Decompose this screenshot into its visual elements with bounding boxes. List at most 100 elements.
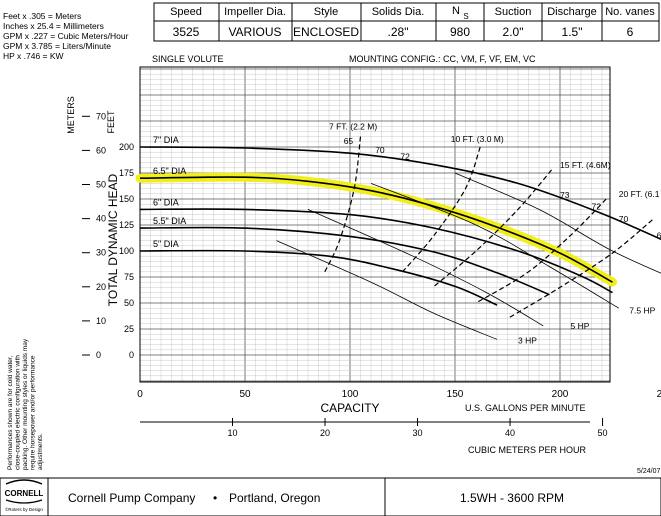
y-tick-label: 150 — [119, 194, 134, 204]
y-tick-label: 75 — [124, 272, 134, 282]
head-curve-label: 6" DIA — [153, 197, 179, 207]
logo-tagline: ©Roters by Design — [5, 506, 43, 512]
y2-tick-label: 10 — [96, 316, 106, 326]
head-curve — [139, 176, 613, 283]
x2-unit-cmh: CUBIC METERS PER HOUR — [468, 445, 587, 455]
x-tick-label: 200 — [552, 389, 569, 400]
curve-label-layer: 7" DIA 6.5" DIA 6" DIA 5.5" DIA 5" DIA 7 FT. … — [153, 121, 661, 345]
efficiency-label: 70 — [375, 145, 385, 155]
npsh-curve — [475, 198, 607, 304]
head-curve — [139, 249, 498, 306]
hp-label: 5 HP — [571, 321, 590, 331]
spec-header-style: Style — [314, 6, 338, 18]
npsh-layer — [324, 136, 653, 320]
company-location: Portland, Oregon — [229, 491, 320, 505]
y-axis-title: TOTAL DYNAMIC HEAD — [106, 173, 120, 306]
x2-tick-label: 20 — [320, 428, 330, 438]
spec-value-solids: .28" — [388, 25, 409, 39]
y-tick-label: 25 — [124, 324, 134, 334]
head-curve — [139, 208, 613, 294]
hp-label: 3 HP — [518, 336, 537, 346]
y2-tick-label: 60 — [96, 145, 106, 155]
mounting-label: MOUNTING CONFIG.: CC, VM, F, VF, EM, VC — [349, 54, 536, 64]
y-tick-label: 175 — [119, 168, 134, 178]
conversion-note: Feet x .305 = Meters — [3, 11, 81, 21]
x2-tick-label: 40 — [505, 428, 515, 438]
y2-unit-meters: METERS — [66, 96, 76, 134]
y2-tick-label: 20 — [96, 282, 106, 292]
pump-model: 1.5WH - 3600 RPM — [460, 491, 564, 505]
head-curve-label: 5" DIA — [153, 239, 179, 249]
x-unit-gpm: U.S. GALLONS PER MINUTE — [465, 403, 586, 413]
spec-header-ns: N — [452, 5, 460, 17]
x-tick-label: 0 — [137, 389, 143, 400]
spec-value-suction: 2.0" — [503, 25, 524, 39]
conversion-note: GPM x .227 = Cubic Meters/Hour — [3, 31, 129, 41]
hp-label: 7.5 HP — [629, 305, 655, 315]
npsh-curve — [507, 219, 653, 320]
npsh-label: 20 FT. (6.1 M) — [619, 189, 661, 199]
efficiency-label: 72 — [592, 201, 602, 211]
conversion-note: Inches x 25.4 = Millimeters — [3, 21, 104, 31]
efficiency-label: 70 — [619, 214, 629, 224]
npsh-label: 10 FT. (3.0 M) — [451, 134, 504, 144]
axis-layer: 0501001502002503003504000255075100125150… — [82, 111, 661, 438]
footer-bullet: • — [213, 491, 217, 505]
footer: CORNELL ©Roters by Design Cornell Pump C… — [0, 477, 661, 516]
y-tick-label: 50 — [124, 298, 134, 308]
head-curve-label: 5.5" DIA — [153, 216, 186, 226]
y-tick-label: 100 — [119, 246, 134, 256]
spec-header-impeller: Impeller Dia. — [224, 6, 286, 18]
head-curve — [139, 146, 661, 241]
efficiency-label: 72 — [400, 151, 410, 161]
head-curve-label: 7" DIA — [153, 135, 179, 145]
npsh-curve — [402, 146, 481, 273]
spec-header-speed: Speed — [170, 6, 202, 18]
hp-curve — [276, 240, 498, 340]
spec-header-ns-subscript: S — [463, 12, 468, 21]
y-tick-label: 200 — [119, 142, 134, 152]
spec-header-suction: Suction — [495, 6, 532, 18]
efficiency-label: 65 — [657, 231, 661, 241]
x-axis-title: CAPACITY — [320, 401, 379, 415]
head-curve — [139, 226, 550, 296]
y2-tick-label: 0 — [96, 350, 101, 360]
head-curve-layer — [139, 146, 661, 306]
spec-table — [153, 2, 660, 42]
cornell-logo: CORNELL ©Roters by Design — [5, 479, 44, 512]
x2-tick-label: 10 — [228, 428, 238, 438]
logo-text: CORNELL — [5, 489, 44, 498]
y2-tick-label: 50 — [96, 180, 106, 190]
spec-value-style: ENCLOSED — [293, 25, 359, 39]
hp-curve — [454, 172, 661, 274]
y-unit-feet: FEET — [106, 110, 116, 134]
side-note: Performances shown are for cold water,cl… — [7, 338, 44, 470]
x2-tick-label: 50 — [598, 428, 608, 438]
x-tick-label: 250 — [657, 389, 661, 400]
plot-frame — [139, 66, 611, 383]
npsh-label: 7 FT. (2.2 M) — [329, 121, 377, 131]
conversion-note: GPM x 3.785 = Liters/Minute — [3, 41, 111, 51]
hp-curve — [370, 183, 620, 309]
volute-label: SINGLE VOLUTE — [152, 54, 224, 64]
spec-value-ns: 980 — [450, 25, 470, 39]
npsh-curve — [433, 169, 553, 287]
spec-header-discharge: Discharge — [547, 6, 597, 18]
company-name: Cornell Pump Company — [68, 491, 195, 505]
x-tick-label: 100 — [342, 389, 359, 400]
efficiency-label: 65 — [344, 136, 354, 146]
x2-tick-label: 30 — [413, 428, 423, 438]
hp-layer — [276, 172, 661, 340]
conversion-note: HP x .746 = KW — [3, 51, 64, 61]
y-tick-label: 0 — [129, 350, 134, 360]
y2-tick-label: 40 — [96, 214, 106, 224]
y-tick-label: 125 — [119, 220, 134, 230]
spec-value-impeller: VARIOUS — [228, 25, 281, 39]
footer-frame — [0, 477, 661, 516]
side-note-text: Performances shown are for cold water,cl… — [7, 338, 44, 470]
hp-curve — [307, 209, 544, 327]
y2-tick-label: 70 — [96, 111, 106, 121]
npsh-label: 15 FT. (4.6M) — [560, 160, 611, 170]
y2-tick-label: 30 — [96, 248, 106, 258]
